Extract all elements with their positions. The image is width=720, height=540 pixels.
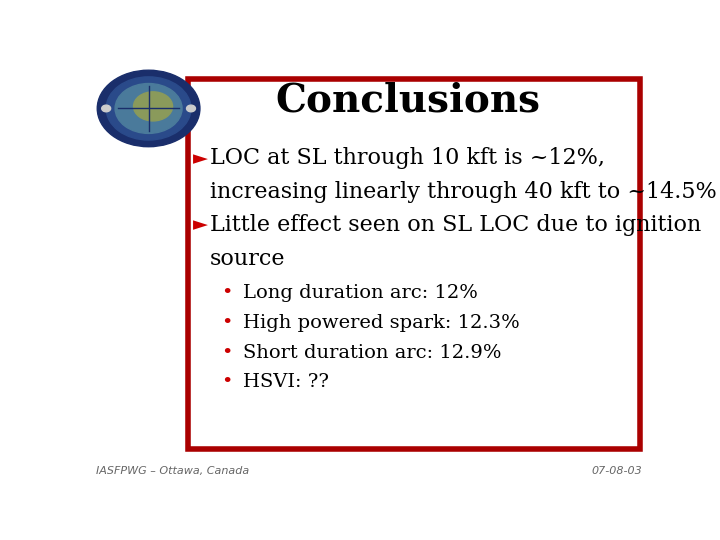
Text: LOC at SL through 10 kft is ~12%,: LOC at SL through 10 kft is ~12%, [210,147,605,170]
Circle shape [106,77,191,140]
Text: ►: ► [193,149,208,168]
Text: IASFPWG – Ottawa, Canada: IASFPWG – Ottawa, Canada [96,467,249,476]
Circle shape [133,92,173,121]
Text: Little effect seen on SL LOC due to ignition: Little effect seen on SL LOC due to igni… [210,214,701,236]
Text: 07-08-03: 07-08-03 [592,467,642,476]
Text: Conclusions: Conclusions [276,81,541,119]
Text: Long duration arc: 12%: Long duration arc: 12% [243,284,478,302]
Text: •: • [221,284,233,302]
Circle shape [102,105,111,112]
Text: source: source [210,248,285,270]
Text: increasing linearly through 40 kft to ~14.5%: increasing linearly through 40 kft to ~1… [210,181,716,204]
Text: •: • [221,374,233,391]
Text: Short duration arc: 12.9%: Short duration arc: 12.9% [243,343,502,362]
Text: HSVI: ??: HSVI: ?? [243,374,330,391]
Circle shape [115,84,182,133]
Text: •: • [221,314,233,332]
Circle shape [97,70,200,147]
Text: High powered spark: 12.3%: High powered spark: 12.3% [243,314,521,332]
Text: •: • [221,343,233,362]
Circle shape [186,105,195,112]
Text: ►: ► [193,215,208,234]
